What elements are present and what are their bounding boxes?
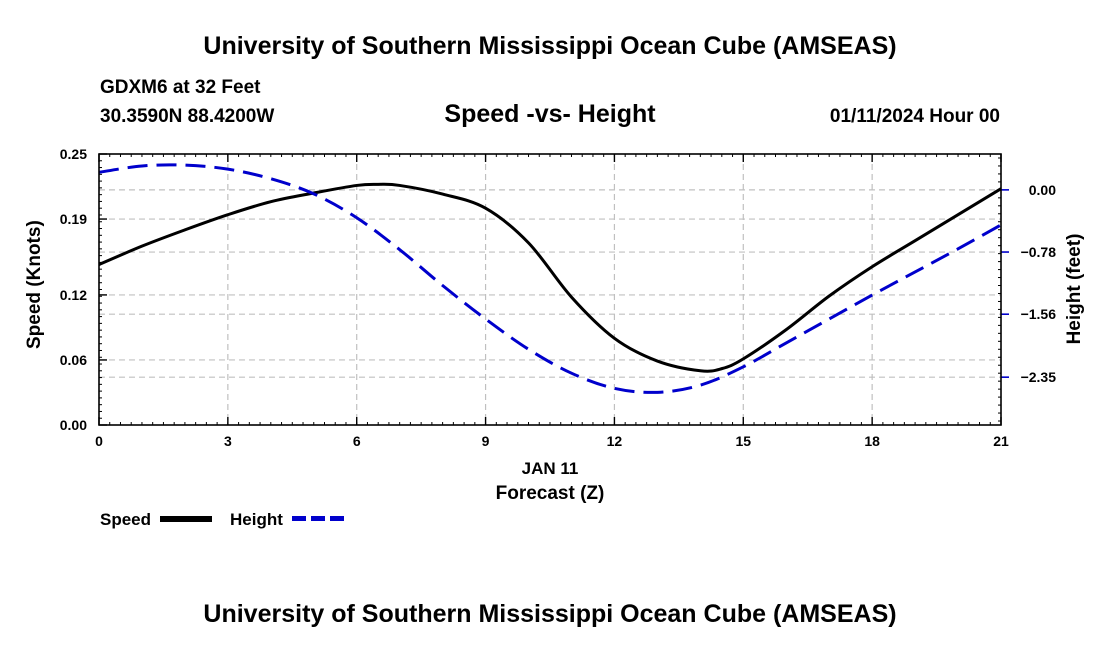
footer-title: University of Southern Mississippi Ocean…	[203, 600, 897, 628]
series-height-line	[98, 163, 1002, 394]
y-right-tick-label: −2.35	[1021, 369, 1057, 385]
legend-height-label: Height	[230, 510, 283, 529]
chart-subtitle: Speed -vs- Height	[444, 100, 656, 128]
legend-speed-swatch	[160, 516, 212, 522]
legend-height-swatch	[292, 516, 344, 521]
forecast-datetime: 01/11/2024 Hour 00	[829, 106, 1000, 127]
grid-lines	[99, 154, 1001, 425]
x-tick-label: 0	[95, 433, 103, 449]
x-tick-label: 9	[482, 433, 490, 449]
x-tick-label: 18	[864, 433, 880, 449]
chart-title: University of Southern Mississippi Ocean…	[203, 32, 897, 60]
x-tick-label: 3	[224, 433, 232, 449]
plot-frame	[98, 153, 1002, 426]
y-left-tick-label: 0.25	[60, 146, 87, 162]
y-left-tick-label: 0.12	[60, 287, 87, 303]
series-lines	[98, 163, 1002, 394]
x-tick-label: 15	[735, 433, 751, 449]
x-tick-label: 12	[607, 433, 623, 449]
series-speed-line	[98, 182, 1002, 373]
x-tick-label: 21	[993, 433, 1009, 449]
x-date-label: JAN 11	[521, 459, 579, 478]
y-left-tick-label: 0.19	[60, 211, 87, 227]
station-name: GDXM6 at 32 Feet	[100, 77, 261, 98]
tick-labels: 0 3 6 9 12 15 18 21 0.00 0.06 0.12 0.19 0.25 0.00 −0.7…	[60, 146, 1056, 449]
y-left-tick-label: 0.06	[60, 352, 87, 368]
y-right-tick-label: −0.78	[1021, 244, 1057, 260]
station-coordinates: 30.3590N 88.4200W	[100, 106, 275, 127]
x-tick-label: 6	[353, 433, 361, 449]
y-left-tick-label: 0.00	[60, 417, 87, 433]
y-right-tick-label: −1.56	[1021, 306, 1057, 322]
x-axis-label: Forecast (Z)	[495, 483, 605, 504]
y-right-tick-label: 0.00	[1029, 182, 1056, 198]
legend-speed-label: Speed	[100, 510, 152, 529]
